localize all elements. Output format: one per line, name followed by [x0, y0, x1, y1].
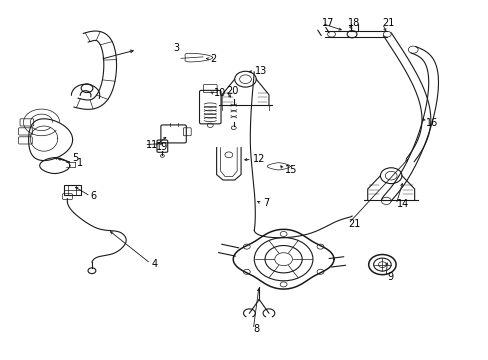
Text: 2: 2 — [210, 54, 216, 64]
Text: 15: 15 — [284, 165, 296, 175]
Text: 17: 17 — [321, 18, 333, 28]
Text: 5: 5 — [72, 153, 79, 163]
Text: 12: 12 — [253, 154, 265, 164]
Text: 6: 6 — [90, 191, 97, 201]
Text: 19: 19 — [155, 142, 167, 152]
Text: 16: 16 — [426, 118, 438, 128]
Text: 4: 4 — [151, 258, 158, 269]
Text: 20: 20 — [225, 86, 238, 96]
Text: 9: 9 — [386, 272, 393, 282]
Text: 13: 13 — [255, 66, 267, 76]
Text: 21: 21 — [347, 219, 360, 229]
Text: 11: 11 — [145, 140, 158, 150]
Text: 3: 3 — [173, 42, 180, 53]
Text: 1: 1 — [77, 158, 83, 168]
Text: 7: 7 — [263, 198, 269, 208]
Text: 8: 8 — [253, 324, 259, 334]
Text: 21: 21 — [382, 18, 394, 28]
Text: 18: 18 — [347, 18, 360, 28]
Text: 14: 14 — [396, 199, 408, 210]
Text: 10: 10 — [214, 88, 226, 98]
